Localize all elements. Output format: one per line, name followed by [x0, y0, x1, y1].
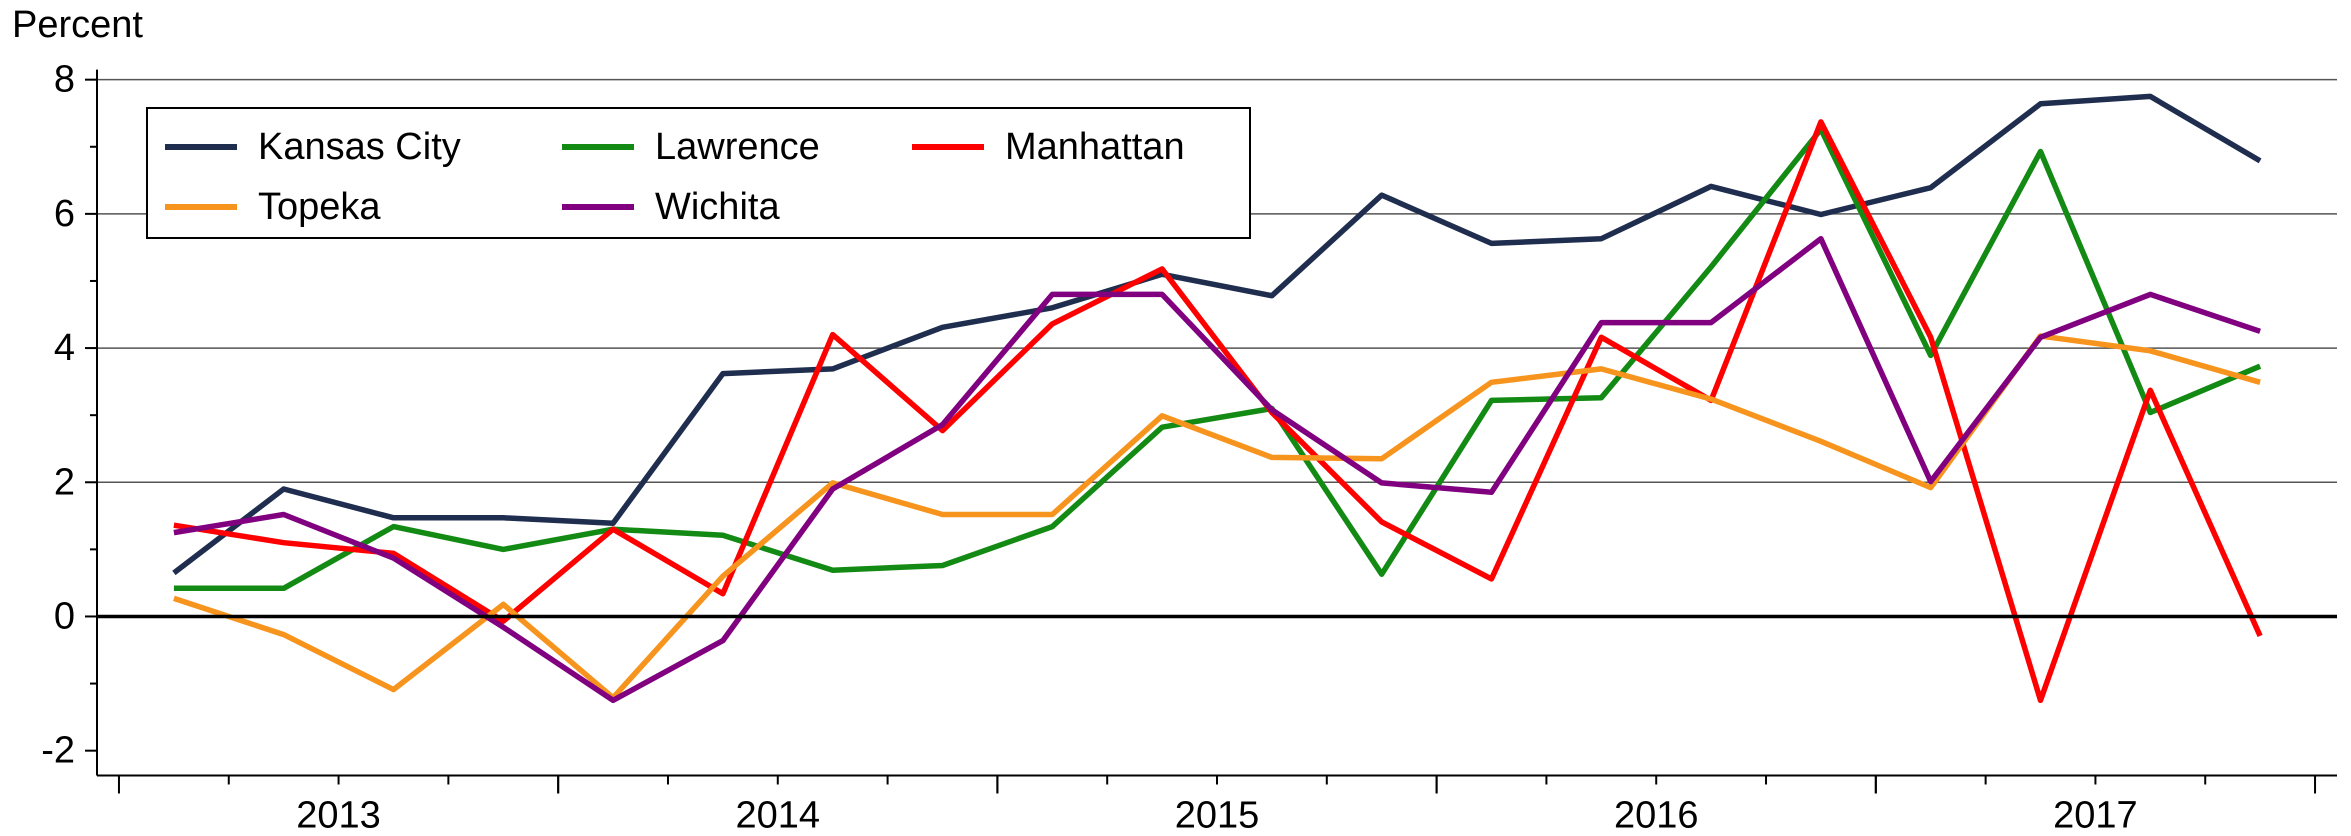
y-tick-label: 4 [54, 327, 75, 369]
series-line [173, 126, 2262, 592]
x-tick-label: 2016 [1614, 795, 1699, 836]
legend-box [146, 107, 1251, 239]
y-tick-label: 0 [54, 596, 75, 638]
x-tick-label: 2013 [296, 795, 381, 836]
series-line [172, 93, 2262, 576]
series-line [173, 333, 2261, 701]
legend-label: Lawrence [655, 126, 820, 168]
y-tick-label: 2 [54, 461, 75, 503]
x-tick-label: 2014 [736, 795, 821, 836]
x-tick-label: 2015 [1175, 795, 1260, 836]
y-tick-label: -2 [41, 730, 75, 772]
axes: -2 0 2 4 6 8 2013 2014 2015 2016 2017 [41, 59, 2337, 836]
series-line [173, 119, 2263, 704]
x-tick-label: 2017 [2053, 795, 2138, 836]
legend-label: Kansas City [258, 126, 461, 168]
legend-label: Topeka [258, 186, 381, 228]
lines [172, 93, 2263, 704]
legend-label: Wichita [655, 186, 780, 228]
series-line [173, 235, 2261, 704]
y-axis-label: Percent [12, 4, 143, 46]
legend-label: Manhattan [1005, 126, 1185, 168]
legend: Kansas City Lawrence Manhattan Topeka Wichit… [165, 126, 1185, 228]
y-tick-label: 6 [54, 193, 75, 235]
y-tick-label: 8 [54, 59, 75, 101]
